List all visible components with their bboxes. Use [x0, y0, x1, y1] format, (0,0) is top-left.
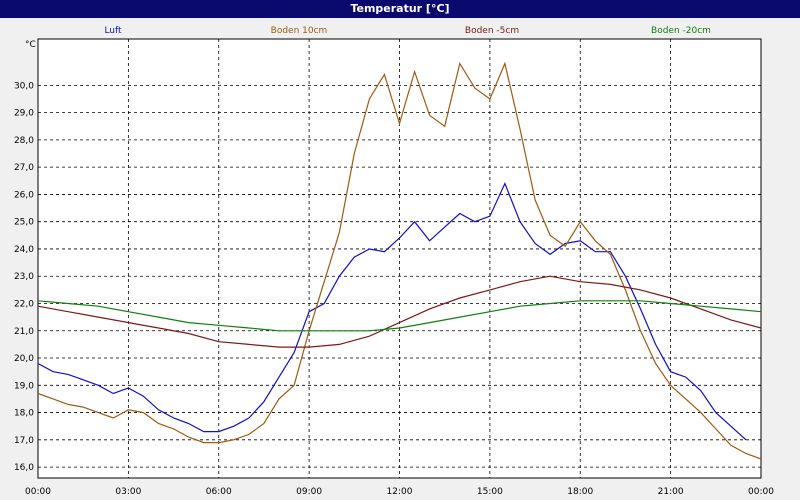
- y-axis-ticks: 16,0 17,0 18,0 19,0 20,0 21,0 22,0 23,0 24,0 25,0…: [14, 81, 34, 473]
- legend-entry-2: Boden -5cm: [465, 26, 519, 36]
- y-tick-label: 21,0: [14, 327, 34, 337]
- chart-title: Temperatur [°C]: [0, 0, 800, 18]
- y-tick-label: 29,0: [14, 109, 34, 119]
- x-tick-time-label: 00:00: [748, 487, 774, 497]
- x-tick-time-label: 21:00: [658, 487, 684, 497]
- y-tick-label: 30,0: [14, 81, 34, 91]
- x-tick-time-label: 03:00: [115, 487, 141, 497]
- y-tick-label: 23,0: [14, 272, 34, 282]
- x-tick-time-label: 12:00: [387, 487, 413, 497]
- legend: Luft Boden 10cm Boden -5cm Boden -20cm: [104, 26, 711, 36]
- y-tick-label: 22,0: [14, 299, 34, 309]
- legend-entry-0: Luft: [104, 26, 122, 36]
- x-tick-time-label: 18:00: [567, 487, 593, 497]
- x-axis-ticks: 00:0007.08.1903:0007.08.1906:0007.08.190…: [25, 487, 774, 497]
- y-tick-label: 18,0: [14, 409, 34, 419]
- x-tick-time-label: 09:00: [296, 487, 322, 497]
- y-tick-label: 19,0: [14, 381, 34, 391]
- y-tick-label: 26,0: [14, 190, 34, 200]
- y-tick-label: 17,0: [14, 436, 34, 446]
- x-tick-time-label: 15:00: [477, 487, 503, 497]
- y-tick-label: 25,0: [14, 218, 34, 228]
- y-tick-label: 28,0: [14, 136, 34, 146]
- y-tick-label: 20,0: [14, 354, 34, 364]
- x-tick-time-label: 00:00: [25, 487, 51, 497]
- y-tick-label: 16,0: [14, 463, 34, 473]
- legend-entry-3: Boden -20cm: [651, 26, 711, 36]
- series-line-1: [37, 61, 762, 460]
- series-line-0: [37, 181, 747, 441]
- y-tick-label: 24,0: [14, 245, 34, 255]
- y-tick-label: 27,0: [14, 163, 34, 173]
- series-lines: [37, 61, 762, 460]
- y-axis-label: °C: [25, 40, 36, 50]
- series-line-3: [37, 300, 762, 332]
- series-line-2: [37, 275, 762, 348]
- x-tick-time-label: 06:00: [206, 487, 232, 497]
- temperature-chart: 16,0 17,0 18,0 19,0 20,0 21,0 22,0 23,0 24,0 25,0…: [14, 26, 774, 497]
- legend-entry-1: Boden 10cm: [271, 26, 328, 36]
